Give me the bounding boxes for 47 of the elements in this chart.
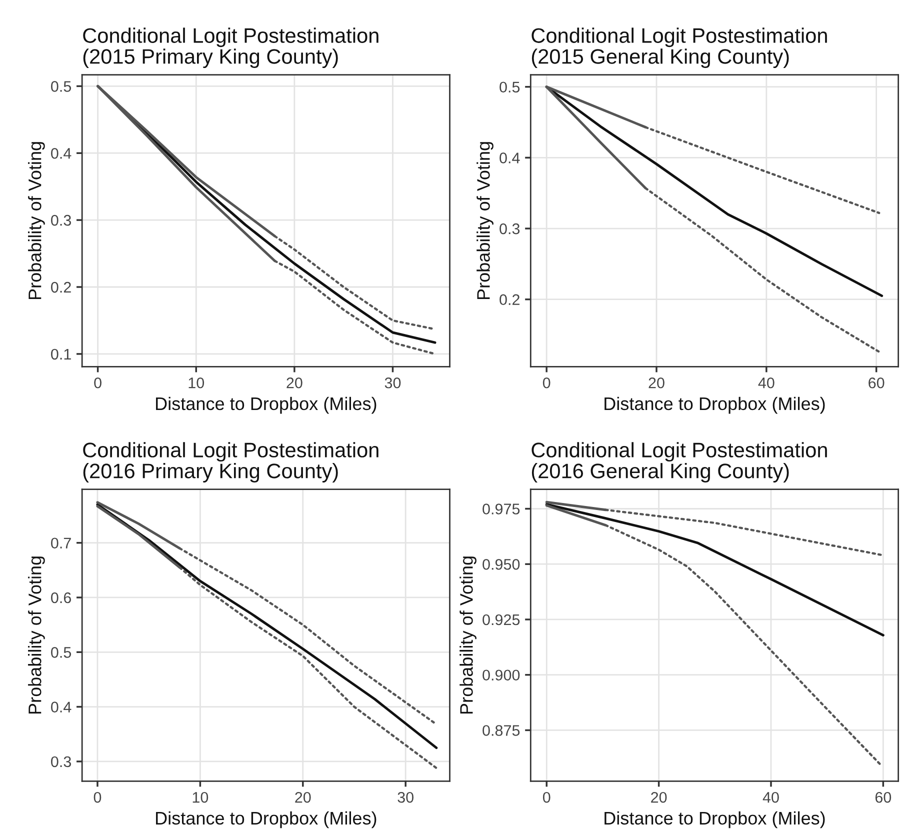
y-tick-label: 0.3 <box>500 223 520 234</box>
x-axis-title: Distance to Dropbox (Miles) <box>604 396 825 414</box>
x-tick-label: 60 <box>868 377 884 388</box>
y-tick-label: 0.7 <box>51 538 71 549</box>
y-tick-label: 0.1 <box>51 348 71 360</box>
x-tick-label: 10 <box>192 792 208 803</box>
x-tick-label: 0 <box>542 377 550 388</box>
y-tick-label: 0.5 <box>51 81 72 92</box>
y-tick-label: 0.4 <box>51 702 72 712</box>
y-tick-label: 0.3 <box>51 214 71 226</box>
y-tick-label: 0.4 <box>500 152 520 164</box>
x-tick-label: 0 <box>542 792 550 803</box>
y-tick-label: 0.5 <box>51 647 72 658</box>
x-tick-label: 20 <box>295 792 311 803</box>
y-tick-label: 0.2 <box>51 282 71 293</box>
x-axis-title: Distance to Dropbox (Miles) <box>156 811 376 828</box>
x-axis-title: Distance to Dropbox (Miles) <box>156 396 376 414</box>
chart-title: Conditional Logit Postestimation (2015 Primary King County) <box>83 28 378 68</box>
x-tick-label: 20 <box>286 377 302 388</box>
x-tick-label: 10 <box>188 377 204 388</box>
y-axis-title: Probability of Voting <box>28 556 45 714</box>
y-tick-label: 0.4 <box>51 148 72 159</box>
x-tick-label: 20 <box>648 377 664 388</box>
x-tick-label: 0 <box>94 792 102 803</box>
x-tick-label: 40 <box>758 377 774 388</box>
chart-title: Conditional Logit Postestimation (2016 General King County) <box>532 442 827 482</box>
y-tick-label: 0.925 <box>482 614 520 626</box>
x-tick-label: 60 <box>875 792 892 803</box>
y-tick-label: 0.3 <box>51 756 71 768</box>
x-tick-label: 40 <box>762 792 779 803</box>
x-tick-label: 30 <box>384 377 401 388</box>
y-tick-label: 0.900 <box>482 670 520 681</box>
chart-title: Conditional Logit Postestimation (2015 General King County) <box>532 28 827 68</box>
x-tick-label: 20 <box>651 792 667 803</box>
y-tick-label: 0.950 <box>482 558 520 570</box>
y-tick-label: 0.2 <box>500 294 520 306</box>
x-tick-label: 30 <box>398 792 414 803</box>
y-tick-label: 0.975 <box>482 504 520 514</box>
x-axis-title: Distance to Dropbox (Miles) <box>604 811 825 828</box>
y-tick-label: 0.6 <box>51 592 71 604</box>
y-tick-label: 0.5 <box>500 82 520 93</box>
y-axis-title: Probability of Voting <box>28 142 45 300</box>
y-axis-title: Probability of Voting <box>476 142 494 300</box>
y-axis-title: Probability of Voting <box>460 556 476 714</box>
y-tick-label: 0.875 <box>482 725 520 736</box>
x-tick-label: 0 <box>94 377 102 388</box>
chart-title: Conditional Logit Postestimation (2016 Primary King County) <box>83 442 378 482</box>
